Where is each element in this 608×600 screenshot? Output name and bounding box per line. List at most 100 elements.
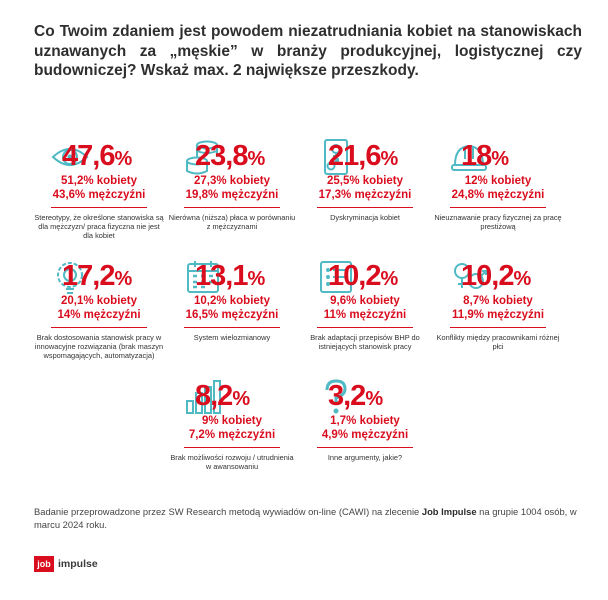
eye-icon [50, 137, 90, 177]
stat-breakdown: 25,5% kobiety 17,3% mężczyźni [300, 175, 430, 202]
footer-text-before: Badanie przeprowadzone przez SW Research… [34, 506, 422, 517]
stat-divider [51, 207, 147, 208]
stat-item: 8,2% 9% kobiety 7,2% mężczyźni Brak możliwo… [167, 375, 317, 500]
stat-value: 13,1 [195, 260, 248, 292]
stat-percentage: 10,2% [328, 261, 428, 294]
stat-item: 18% 12% kobiety 24,8% mężczyźni Nieuznawani… [433, 135, 583, 260]
stat-value: 10,2 [328, 260, 381, 292]
logo-text: impulse [58, 558, 98, 570]
percent-sign: % [114, 148, 133, 170]
stat-breakdown: 1,7% kobiety 4,9% mężczyźni [300, 415, 430, 442]
stat-percentage: 10,2% [461, 261, 561, 294]
stat-women: 9,6% kobiety [330, 295, 400, 307]
bar-chart-icon [183, 377, 223, 417]
stat-women: 51,2% kobiety [60, 175, 138, 187]
stat-men: 19,8% mężczyźni [185, 188, 279, 201]
stat-breakdown: 12% kobiety 24,8% mężczyźni [433, 175, 563, 202]
percent-sign: % [232, 388, 251, 410]
stat-percentage: 3,2% [328, 381, 428, 414]
stat-percentage: 13,1% [195, 261, 295, 294]
stat-divider [184, 327, 280, 328]
stat-women: 27,3% kobiety [193, 175, 271, 187]
calendar-icon [183, 257, 223, 297]
stat-divider [184, 207, 280, 208]
stat-percentage: 8,2% [195, 381, 295, 414]
page-title: Co Twoim zdaniem jest powodem niezatrudn… [34, 23, 582, 79]
stat-label: Inne argumenty, jakie? [327, 453, 403, 462]
stat-divider [317, 447, 413, 448]
stat-item: 21,6% 25,5% kobiety 17,3% mężczyźni Dyskrym… [300, 135, 450, 260]
gender-symbols-icon [449, 257, 489, 297]
stat-divider [450, 327, 546, 328]
stat-men: 17,3% mężczyźni [318, 188, 412, 201]
stat-value: 3,2 [328, 380, 366, 412]
stat-label: Konflikty między pracownikami różnej płc… [436, 333, 560, 351]
stat-label: Brak możliwości rozwoju / utrudnienia w … [170, 453, 294, 471]
stat-value: 23,8 [195, 140, 248, 172]
gender-door-icon [316, 137, 356, 177]
logo-box: job [34, 556, 54, 572]
stat-item: 10,2% 8,7% kobiety 11,9% mężczyźni Konflikt… [433, 255, 583, 380]
percent-sign: % [513, 268, 532, 290]
stat-value: 47,6 [62, 140, 115, 172]
stat-item: 10,2% 9,6% kobiety 11% mężczyźni Brak adapt… [300, 255, 450, 380]
stat-percentage: 23,8% [195, 141, 295, 174]
stat-divider [51, 327, 147, 328]
gear-bulb-icon [50, 257, 90, 297]
stat-women: 10,2% kobiety [193, 295, 271, 307]
stat-women: 25,5% kobiety [326, 175, 404, 187]
stat-men: 16,5% mężczyźni [185, 308, 279, 321]
stat-percentage: 17,2% [62, 261, 162, 294]
stat-men: 11,9% mężczyźni [451, 308, 545, 321]
stat-label: Stereotypy, że określone stanowiska są d… [34, 213, 164, 240]
stat-men: 43,6% mężczyźni [52, 188, 146, 201]
stat-breakdown: 9,6% kobiety 11% mężczyźni [300, 295, 430, 322]
stat-label: Brak adaptacji przepisów BHP do istnieją… [310, 333, 420, 351]
percent-sign: % [491, 148, 510, 170]
coins-icon [183, 137, 223, 177]
stat-label: Brak dostosowania stanowisk pracy w inno… [34, 333, 164, 360]
stat-men: 4,9% mężczyźni [321, 428, 409, 441]
percent-sign: % [247, 148, 266, 170]
percent-sign: % [247, 268, 266, 290]
stat-value: 17,2 [62, 260, 115, 292]
stat-breakdown: 27,3% kobiety 19,8% mężczyźni [167, 175, 297, 202]
stat-label: System wielozmianowy [193, 333, 271, 342]
stat-value: 8,2 [195, 380, 233, 412]
stat-item: 13,1% 10,2% kobiety 16,5% mężczyźni System … [167, 255, 317, 380]
percent-sign: % [380, 268, 399, 290]
stat-value: 10,2 [461, 260, 514, 292]
stat-breakdown: 10,2% kobiety 16,5% mężczyźni [167, 295, 297, 322]
stat-percentage: 21,6% [328, 141, 428, 174]
percent-sign: % [114, 268, 133, 290]
stat-divider [184, 447, 280, 448]
stat-percentage: 47,6% [62, 141, 162, 174]
stat-item: 3,2% 1,7% kobiety 4,9% mężczyźni Inne argum… [300, 375, 450, 500]
stat-breakdown: 51,2% kobiety 43,6% mężczyźni [34, 175, 164, 202]
stat-men: 24,8% mężczyźni [451, 188, 545, 201]
stat-item: 47,6% 51,2% kobiety 43,6% mężczyźni Stereot… [34, 135, 184, 260]
stat-label: Nierówna (niższa) płaca w porównaniu z m… [168, 213, 296, 231]
stat-women: 9% kobiety [201, 415, 263, 427]
stat-men: 11% mężczyźni [323, 308, 407, 321]
stat-breakdown: 9% kobiety 7,2% mężczyźni [167, 415, 297, 442]
stat-men: 7,2% mężczyźni [188, 428, 276, 441]
percent-sign: % [380, 148, 399, 170]
stat-women: 8,7% kobiety [463, 295, 533, 307]
stat-divider [450, 207, 546, 208]
document-list-icon [316, 257, 356, 297]
stat-women: 1,7% kobiety [330, 415, 400, 427]
stat-label: Dyskryminacja kobiet [330, 213, 400, 222]
stat-value: 21,6 [328, 140, 381, 172]
stat-item: 23,8% 27,3% kobiety 19,8% mężczyźni Nierówn… [167, 135, 317, 260]
stat-value: 18 [461, 140, 492, 172]
stat-divider [317, 207, 413, 208]
stat-breakdown: 8,7% kobiety 11,9% mężczyźni [433, 295, 563, 322]
percent-sign: % [365, 388, 384, 410]
footer-text-after: na grupie 1004 osób, w marcu 2024 roku. [34, 506, 577, 530]
stat-item: 17,2% 20,1% kobiety 14% mężczyźni Brak dost… [34, 255, 184, 380]
stat-men: 14% mężczyźni [57, 308, 141, 321]
stat-label: Nieuznawanie pracy fizycznej za pracę pr… [434, 213, 562, 231]
question-icon [316, 377, 356, 417]
hard-hat-icon [449, 137, 489, 177]
